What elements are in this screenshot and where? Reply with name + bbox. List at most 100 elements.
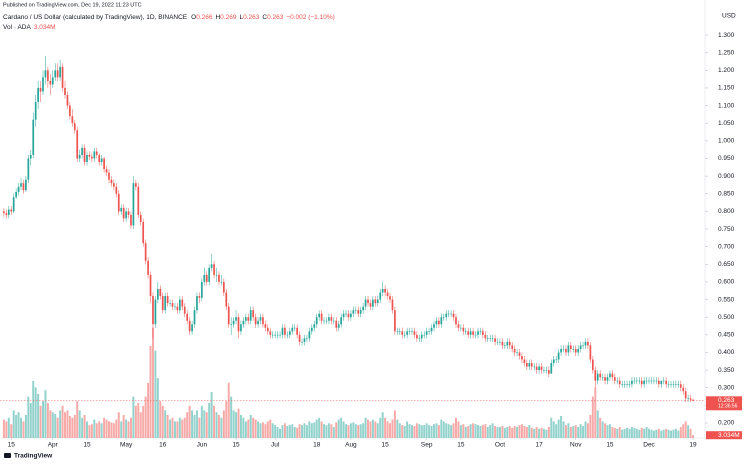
y-tick-label: 1.150 (718, 85, 735, 92)
candle-body (379, 292, 382, 300)
candle-body (174, 306, 176, 308)
candle-body (394, 310, 396, 332)
volume-bar (151, 327, 154, 438)
candle-body (398, 331, 401, 332)
candle-body (164, 296, 167, 311)
candle-body (623, 384, 626, 385)
candle-body (352, 310, 355, 314)
candle-body (218, 274, 220, 282)
volume-bar (161, 405, 164, 438)
volume-bar (318, 417, 321, 438)
volume-bar (78, 410, 81, 438)
volume-bar (27, 396, 30, 438)
candle-body (391, 299, 394, 311)
volume-bar (572, 426, 575, 438)
candle-body (222, 281, 225, 293)
volume-bar (604, 423, 607, 438)
candle-body (7, 209, 10, 215)
volume-bar (166, 415, 169, 438)
volume-bar (39, 405, 42, 438)
x-tick-label: 17 (535, 442, 543, 449)
candle-body (594, 370, 597, 381)
volume-bar (503, 427, 506, 438)
candle-body (547, 370, 550, 374)
volume-bar (413, 426, 416, 438)
candle-body (120, 207, 123, 212)
candle-body (635, 380, 638, 382)
candle-body (110, 179, 113, 184)
candle-body (310, 327, 313, 332)
candle-body (98, 154, 101, 163)
candle-body (232, 320, 235, 325)
volume-bar (481, 425, 484, 438)
volume-bar (310, 423, 313, 438)
candle-body (530, 363, 533, 367)
volume-bar (108, 421, 110, 438)
candle-body (115, 186, 118, 194)
candle-body (39, 87, 42, 92)
ohlc-key: H (215, 14, 220, 21)
volume-bar (667, 429, 670, 438)
volume-bar (139, 412, 142, 438)
volume-bar (428, 425, 431, 438)
volume-bar (237, 408, 240, 438)
candle-body (325, 320, 328, 322)
candle-body (682, 387, 685, 392)
candle-body (643, 380, 646, 385)
volume-bar (616, 428, 619, 438)
candle-body (147, 260, 149, 275)
volume-bar (450, 425, 453, 438)
volume-bar (606, 425, 609, 438)
candle-body (86, 154, 88, 163)
candle-body (565, 348, 567, 353)
volume-bar (66, 410, 69, 438)
volume-bar (611, 426, 614, 438)
volume-bar (496, 426, 499, 438)
volume-bar (635, 428, 638, 438)
volume-bar (545, 429, 548, 438)
ohlc-value: 0.263 (267, 14, 284, 21)
volume-bar (86, 421, 88, 438)
candle-body (616, 380, 619, 382)
candle-body (376, 299, 379, 304)
volume-bar (195, 410, 198, 438)
candle-body (552, 359, 555, 364)
volume-tag-label: 3.034M (718, 432, 740, 439)
volume-bar (291, 424, 294, 438)
volume-bar (147, 382, 150, 438)
candle-body (408, 331, 411, 332)
candle-body (318, 313, 320, 318)
volume-bar (230, 396, 233, 438)
volume-bar (682, 424, 685, 438)
candle-body (362, 306, 364, 311)
volume-bar (362, 423, 365, 438)
candle-body (103, 158, 105, 170)
candle-body (406, 331, 408, 335)
volume-bar (51, 412, 54, 438)
candle-body (337, 324, 340, 328)
candle-body (579, 345, 582, 349)
y-tick-label: 1.200 (718, 67, 735, 74)
ohlc-key: C (262, 14, 267, 21)
volume-bar (467, 426, 470, 438)
candle-body (20, 183, 22, 187)
volume-bar (110, 422, 113, 438)
candle-body (42, 77, 44, 92)
volume-bar (68, 415, 71, 438)
candle-body (196, 296, 198, 311)
volume-bar (24, 415, 27, 438)
volume-bar (64, 412, 66, 438)
volume-bar (178, 417, 181, 438)
candle-body (489, 338, 492, 339)
candle-body (462, 327, 465, 332)
y-tick-label: 0.300 (718, 384, 735, 391)
candle-body (161, 296, 164, 311)
candle-body (584, 341, 587, 346)
candle-body (640, 380, 643, 385)
volume-bar (286, 426, 289, 438)
candle-body (447, 313, 450, 315)
volume-bar (447, 424, 450, 438)
candle-body (47, 70, 49, 81)
volume-bar (244, 421, 247, 438)
